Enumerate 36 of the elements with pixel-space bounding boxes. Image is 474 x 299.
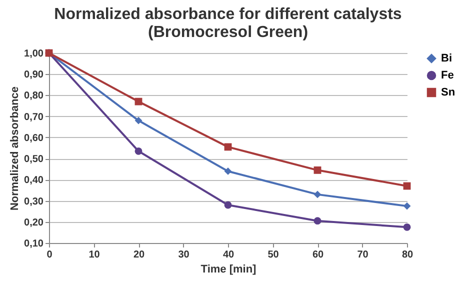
x-tick-label: 20 bbox=[133, 250, 145, 260]
point bbox=[134, 98, 142, 106]
y-axis-title: Normalized absorbance bbox=[9, 86, 22, 211]
y-tick-label: 0,40 bbox=[24, 175, 44, 186]
chart-subtitle: (Bromocresol Green) bbox=[148, 24, 308, 41]
y-tick-label: 0,90 bbox=[24, 70, 44, 81]
x-tick-label: 30 bbox=[178, 250, 190, 260]
point bbox=[403, 202, 411, 210]
chart-title: Normalized absorbance for different catalysts bbox=[54, 6, 402, 23]
y-tick-label: 0,10 bbox=[24, 238, 44, 250]
point bbox=[314, 217, 322, 225]
y-tick-label: 0,60 bbox=[24, 132, 44, 144]
x-axis-title: Time [min] bbox=[200, 264, 257, 276]
x-tick-label: 40 bbox=[222, 250, 234, 260]
point bbox=[134, 147, 142, 155]
legend-label: Sn bbox=[441, 86, 456, 98]
y-tick-label: 0,30 bbox=[24, 196, 44, 208]
point bbox=[134, 116, 142, 124]
point bbox=[224, 143, 232, 151]
x-tick-label: 50 bbox=[268, 250, 280, 260]
y-tick-label: 0,20 bbox=[24, 217, 44, 228]
y-tick-label: 0,80 bbox=[24, 90, 44, 102]
y-tick-label: 0,50 bbox=[24, 154, 44, 166]
y-tick-label: 0,70 bbox=[24, 112, 44, 123]
legend-label: Fe bbox=[441, 70, 454, 82]
x-tick-label: 80 bbox=[402, 250, 414, 260]
x-tick-label: 60 bbox=[312, 250, 324, 260]
point bbox=[403, 223, 411, 231]
x-tick-label: 70 bbox=[357, 250, 369, 260]
point bbox=[224, 201, 232, 209]
x-tick-label: 0 bbox=[46, 250, 53, 260]
legend-label: Bi bbox=[441, 52, 452, 64]
point bbox=[314, 166, 322, 174]
x-tick-label: 10 bbox=[88, 250, 100, 260]
y-tick-label: 1,00 bbox=[24, 48, 44, 60]
point bbox=[314, 190, 322, 198]
